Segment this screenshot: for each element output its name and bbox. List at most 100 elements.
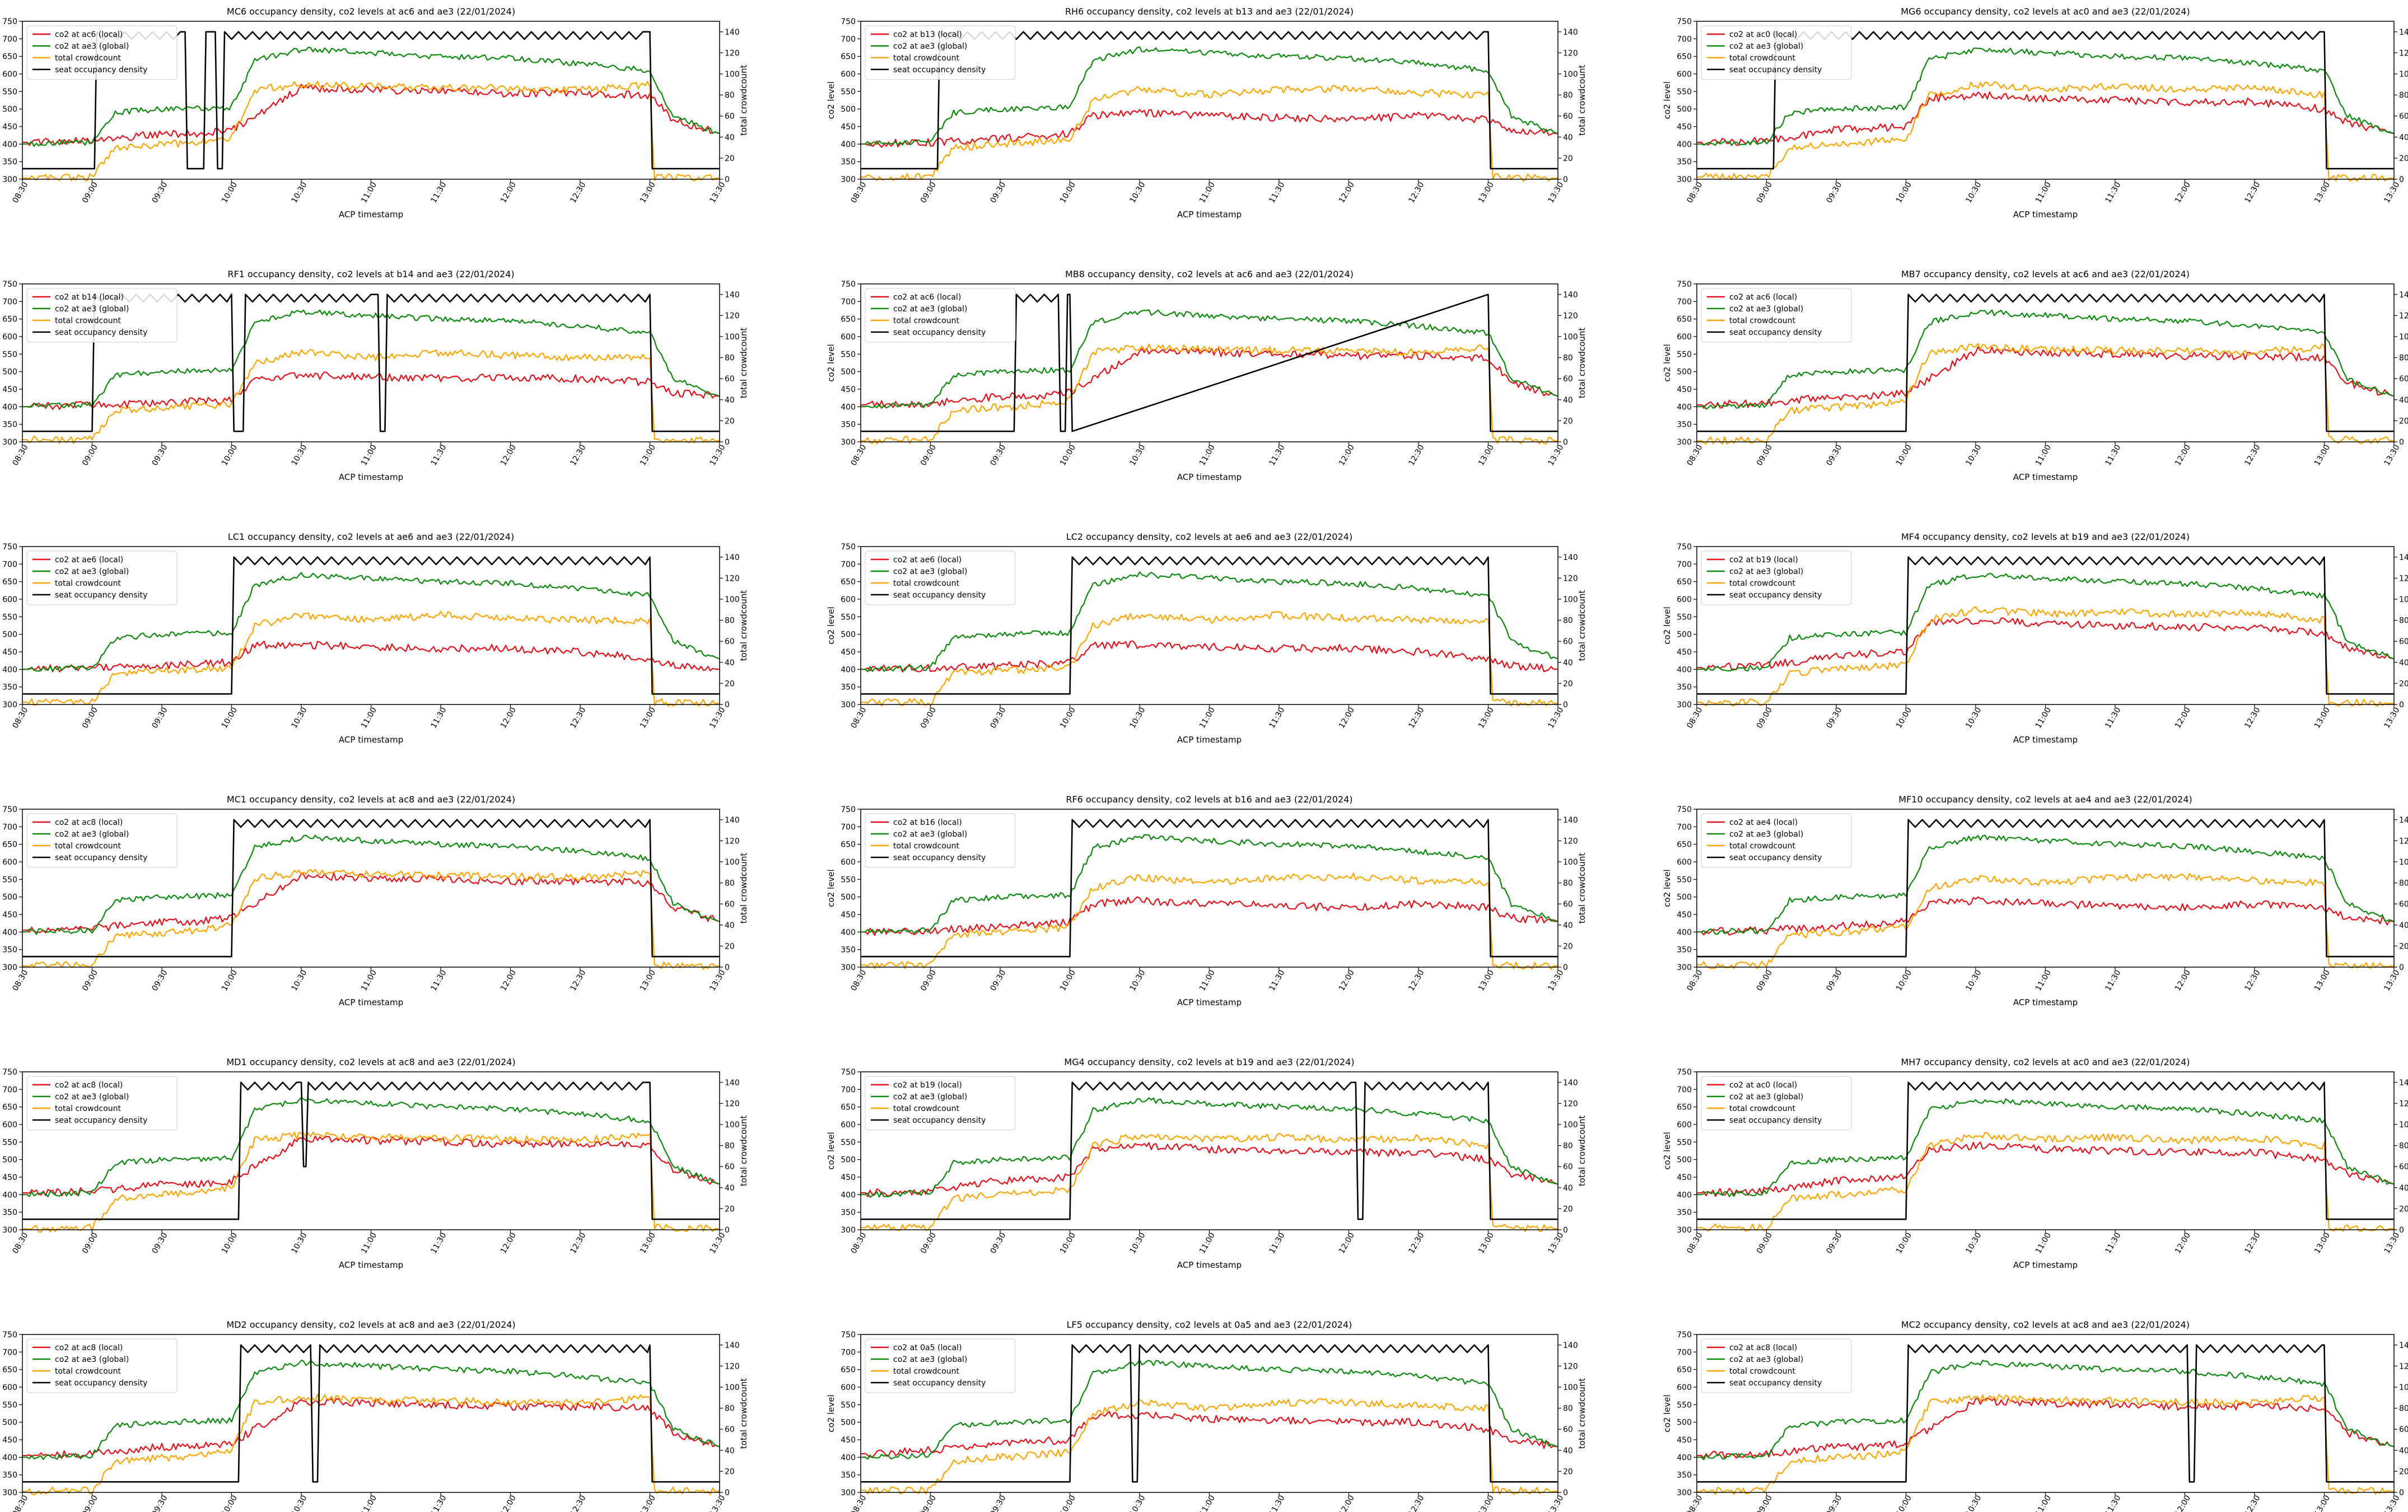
chart-panel: MF4 occupancy density, co2 levels at b19… (1662, 531, 2408, 745)
legend: co2 at ac6 (local) co2 at ae3 (global) tot… (865, 288, 1016, 343)
chart-panel: MB7 occupancy density, co2 levels at ac6… (1662, 269, 2408, 482)
y-tick-label: 300 (2, 438, 17, 447)
y-tick-label: 450 (2, 1436, 17, 1445)
series-line-global (1696, 47, 2395, 146)
y-tick-label: 550 (1677, 875, 1692, 884)
legend-label: co2 at ae3 (global) (55, 567, 129, 576)
y-tick-label: 450 (841, 1436, 856, 1445)
x-tick-label: 11:30 (2104, 706, 2123, 730)
x-tick-label: 09:30 (1825, 181, 1844, 205)
y-tick-label: 400 (1677, 1453, 1692, 1462)
y-tick-label: 700 (1677, 823, 1692, 832)
x-tick-label: 11:30 (1268, 1231, 1287, 1256)
x-axis-label: ACP timestamp (2013, 472, 2078, 482)
y-tick-label: 300 (841, 1488, 856, 1497)
y2-tick-label: 40 (725, 396, 735, 405)
y-tick-label: 450 (841, 123, 856, 132)
y-tick-label: 450 (841, 385, 856, 394)
x-tick-label: 09:30 (989, 706, 1008, 730)
legend-label: seat occupancy density (1729, 591, 1822, 600)
x-tick-label: 11:00 (360, 444, 379, 468)
y2-tick-label: 40 (2399, 921, 2408, 930)
x-tick-label: 10:30 (1128, 1231, 1147, 1256)
y-tick-label: 700 (2, 1085, 17, 1094)
y2-tick-label: 20 (2399, 679, 2408, 688)
x-tick-label: 10:30 (1128, 181, 1147, 205)
legend-label: co2 at b19 (local) (1729, 556, 1798, 564)
x-tick-label: 12:30 (569, 444, 588, 468)
y-tick-label: 400 (841, 665, 856, 674)
y-tick-label: 700 (1677, 1348, 1692, 1357)
y-tick-label: 500 (841, 1156, 856, 1165)
x-tick-label: 10:00 (220, 1231, 239, 1256)
x-tick-label: 09:00 (919, 181, 938, 205)
y2-tick-label: 40 (1563, 396, 1573, 405)
y2-tick-label: 20 (2399, 1205, 2408, 1214)
y-tick-label: 450 (1677, 123, 1692, 132)
y2-tick-label: 20 (1563, 417, 1573, 426)
y-tick-label: 750 (841, 280, 856, 289)
x-tick-label: 11:30 (1268, 181, 1287, 205)
y2-tick-label: 140 (725, 291, 740, 300)
x-tick-label: 13:00 (1477, 1494, 1496, 1512)
y-tick-label: 700 (841, 1085, 856, 1094)
x-tick-label: 10:30 (1964, 181, 1984, 205)
chart-title: RF6 occupancy density, co2 levels at b16… (1066, 794, 1352, 805)
chart-panel: MG6 occupancy density, co2 levels at ac0… (1662, 6, 2408, 220)
y-tick-label: 600 (841, 70, 856, 79)
x-tick-label: 10:30 (290, 444, 309, 468)
y-tick-label: 750 (1677, 805, 1692, 814)
x-tick-label: 11:00 (2034, 1494, 2053, 1512)
legend-label: total crowdcount (1729, 1367, 1796, 1376)
y-tick-label: 400 (1677, 665, 1692, 674)
y-tick-label: 550 (2, 1401, 17, 1410)
x-tick-label: 10:30 (290, 181, 309, 205)
y-tick-label: 650 (1677, 1366, 1692, 1375)
chart-title: MC2 occupancy density, co2 levels at ac8… (1901, 1319, 2190, 1330)
y-tick-label: 450 (841, 911, 856, 920)
chart-panel: MB8 occupancy density, co2 levels at ac6… (826, 269, 1587, 482)
x-tick-label: 10:00 (220, 444, 239, 468)
y2-tick-label: 60 (725, 900, 735, 909)
legend-label: co2 at ac6 (local) (893, 293, 961, 302)
y2-tick-label: 80 (2399, 354, 2408, 363)
series-line-local (860, 896, 1558, 936)
x-tick-label: 09:30 (1825, 1231, 1844, 1256)
legend-label: co2 at ae3 (global) (893, 567, 967, 576)
y2-tick-label: 40 (725, 1184, 735, 1193)
y2-tick-label: 120 (725, 574, 740, 583)
x-tick-label: 09:30 (989, 181, 1008, 205)
series-line-seat (1697, 1344, 2394, 1483)
y-tick-label: 500 (2, 1156, 17, 1165)
x-tick-label: 10:00 (220, 1494, 239, 1512)
y2-tick-label: 100 (725, 1121, 740, 1130)
y2-tick-label: 40 (1563, 1446, 1573, 1455)
y-tick-label: 650 (1677, 578, 1692, 587)
y2-tick-label: 100 (1563, 858, 1578, 867)
x-tick-label: 10:00 (1894, 969, 1914, 993)
legend-label: co2 at b16 (local) (893, 818, 962, 827)
legend: co2 at 0a5 (local) co2 at ae3 (global) tot… (865, 1338, 1016, 1393)
y2-tick-label: 120 (2399, 1099, 2408, 1108)
y2-tick-label: 100 (1563, 1383, 1578, 1392)
y2-tick-label: 100 (2399, 70, 2408, 79)
y-tick-label: 600 (1677, 1121, 1692, 1130)
x-tick-label: 09:00 (919, 1231, 938, 1256)
y-tick-label: 600 (2, 595, 17, 604)
y2-tick-label: 20 (725, 942, 735, 951)
x-tick-label: 11:30 (2104, 969, 2123, 993)
legend-box (865, 1338, 1016, 1393)
y-tick-label: 350 (2, 946, 17, 955)
y-tick-label: 550 (1677, 613, 1692, 622)
y-axis-label: co2 level (826, 1394, 836, 1432)
x-tick-label: 12:00 (1337, 1231, 1356, 1256)
legend-label: co2 at ac8 (local) (55, 818, 123, 827)
y2-tick-label: 140 (2399, 553, 2408, 562)
series-line-crowd (22, 869, 720, 970)
y-tick-label: 450 (1677, 1436, 1692, 1445)
y2-tick-label: 60 (2399, 112, 2408, 121)
legend: co2 at ac8 (local) co2 at ae3 (global) tot… (1701, 1338, 1852, 1393)
x-tick-label: 13:00 (638, 1494, 657, 1512)
y-tick-label: 600 (2, 70, 17, 79)
x-tick-label: 12:30 (2243, 706, 2262, 730)
